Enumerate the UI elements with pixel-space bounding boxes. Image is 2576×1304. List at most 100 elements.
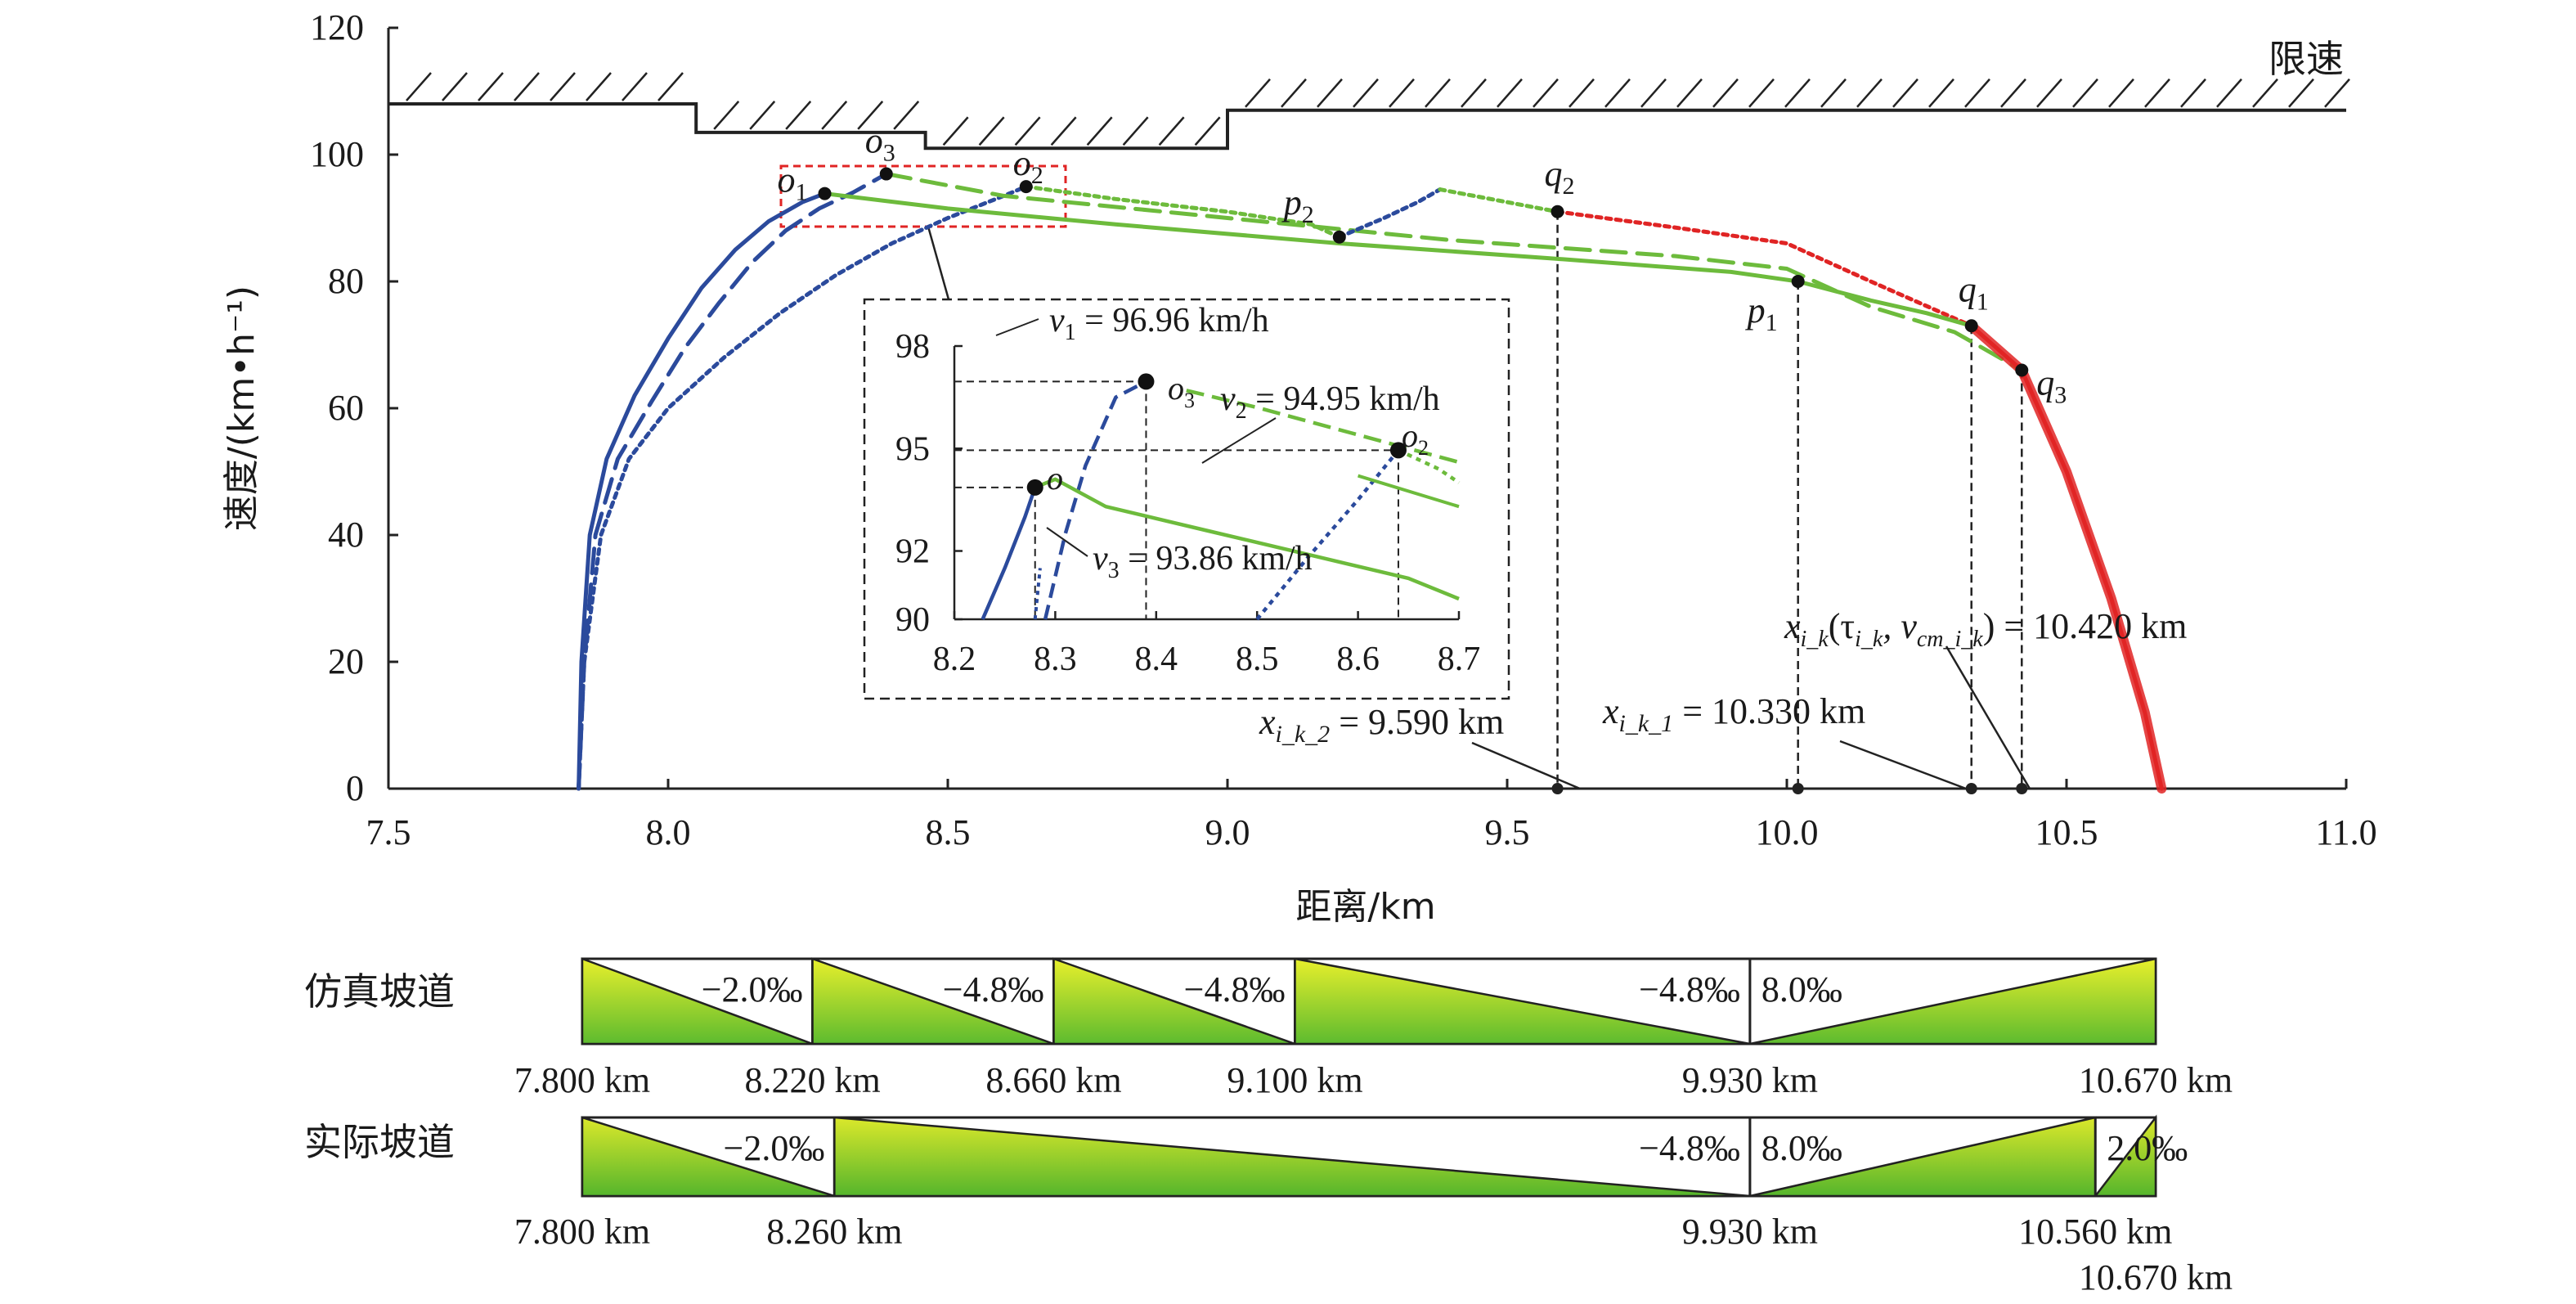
speed-limit-hatch (1317, 78, 1343, 108)
inset-y-tick-label: 98 (895, 328, 930, 366)
real-grade-label: 实际坡道 (304, 1120, 455, 1164)
inset-v2-label: v2 = 94.95 km/h (1220, 380, 1440, 424)
point-o1 (818, 187, 832, 200)
point-label-o1: o1 (778, 160, 808, 206)
speed-limit-hatch (1604, 78, 1631, 108)
grade-segment-fill (833, 1116, 1751, 1198)
xk2-text: xi_k_2 = 9.590 km (1259, 702, 1504, 748)
speed-limit-hatch (1389, 78, 1415, 108)
point-p1 (1791, 275, 1805, 288)
xk-text: xi_k(τi_k, vcm_i_k) = 10.420 km (1784, 606, 2187, 652)
speed-limit-hatch (1712, 78, 1739, 108)
inset-curve-3-cruise (1186, 389, 1460, 465)
real-km-label: 8.260 km (766, 1212, 902, 1252)
inset-x-tick-label: 8.5 (1236, 641, 1279, 678)
speed-limit-hatch (1245, 78, 1271, 108)
inset-point (1138, 373, 1155, 390)
x-tick-label: 10.0 (1756, 812, 1819, 852)
point-o2 (1019, 180, 1033, 194)
speed-limit-label: 限速 (2269, 37, 2344, 81)
point-q3 (2015, 363, 2029, 377)
y-tick-label: 20 (328, 641, 364, 681)
grade-segment-fill (581, 957, 813, 1045)
speed-limit-hatch (893, 101, 920, 130)
speed-limit-hatch (821, 101, 848, 130)
speed-limit-line (388, 72, 2350, 151)
speed-limit-hatch (1533, 78, 1559, 108)
inset-curve-1-accel (981, 487, 1037, 620)
xk1-annotation: xi_k_1 = 10.330 km (1602, 691, 1967, 790)
xk2-leader (1471, 741, 1581, 790)
inset-curve-2-accel (1255, 448, 1400, 621)
speed-limit-hatch (2108, 78, 2134, 108)
speed-limit-hatch (857, 101, 884, 130)
xk-leader (1945, 645, 2031, 789)
speed-limit-hatch (2144, 78, 2170, 108)
x-axis-label: 距离/km (1295, 886, 1435, 928)
inset-x-tick-label: 8.2 (933, 641, 976, 678)
point-q2 (1551, 205, 1564, 218)
inset-source-box (779, 164, 1067, 228)
point-markers (818, 167, 2029, 377)
point-labels: o1 o3 o2 p2 q2 p1 q1 q3 (778, 121, 2067, 409)
sim-km-label: 7.800 km (514, 1060, 650, 1100)
series-curve-3-accel (577, 172, 889, 791)
speed-limit-hatch (1497, 78, 1523, 108)
speed-limit-hatch (1461, 78, 1487, 108)
y-tick-label: 0 (346, 768, 364, 808)
speed-limit-hatch (406, 72, 432, 101)
speed-limit-hatch (442, 72, 468, 101)
y-tick-label: 60 (328, 388, 364, 428)
speed-limit-hatch (1281, 78, 1307, 108)
speed-limit-hatch (1748, 78, 1775, 108)
series-curve-1-coast (1796, 279, 1974, 328)
speed-limit-hatch (1353, 78, 1379, 108)
grade-value: −2.0‰ (724, 1128, 825, 1168)
point-o3 (879, 167, 893, 181)
speed-limit-hatch (1820, 78, 1847, 108)
speed-limit-hatch (622, 72, 648, 101)
grade-value: −4.8‰ (1184, 969, 1286, 1009)
real-km-labels: 7.800 km 8.260 km 9.930 km 10.560 km 10.670 … (514, 1212, 2233, 1297)
speed-limit-hatch (942, 116, 969, 146)
speed-limit-hatch (2324, 78, 2350, 108)
xk1-text: xi_k_1 = 10.330 km (1602, 691, 1865, 737)
series-curve-2-coast (1438, 187, 1560, 214)
grade-value: −2.0‰ (702, 969, 803, 1009)
y-tick-label: 120 (310, 7, 364, 47)
xk2-annotation: xi_k_2 = 9.590 km (1259, 702, 1581, 790)
grade-value: −4.8‰ (943, 969, 1044, 1009)
inset-point (1026, 479, 1043, 496)
inset-curve-2-accel-a (1033, 568, 1042, 620)
inset-y-tick-label: 90 (895, 601, 930, 639)
point-label-p1: p1 (1745, 290, 1778, 336)
sim-km-label: 9.930 km (1682, 1060, 1818, 1100)
inset-o3-label: o3 (1168, 370, 1195, 412)
speed-limit-hatch (1892, 78, 1919, 108)
sim-grade-label: 仿真坡道 (304, 969, 455, 1014)
speed-limit-hatch (1928, 78, 1954, 108)
grade-value: 2.0‰ (2107, 1128, 2188, 1168)
point-label-q3: q3 (2036, 363, 2067, 409)
series-curve-1-accel (577, 191, 827, 791)
grade-value: 8.0‰ (1761, 1128, 1842, 1168)
sim-grade-bar: −2.0‰ −4.8‰ −4.8‰ −4.8‰ 8.0‰ (581, 957, 2157, 1045)
series-group (577, 172, 2167, 794)
y-ticks: 0 20 40 60 80 100 120 (310, 7, 398, 808)
real-grade-bar: −2.0‰ −4.8‰ 8.0‰ 2.0‰ (581, 1114, 2188, 1198)
xk-annotation: xi_k(τi_k, vcm_i_k) = 10.420 km (1784, 606, 2187, 789)
grade-segment-fill (811, 957, 1054, 1045)
drop-line-foot (1551, 783, 1564, 794)
x-tick-label: 9.0 (1205, 812, 1250, 852)
inset-curve-extra (1358, 474, 1460, 509)
inset-o-label: o (1047, 460, 1063, 497)
point-label-q2: q2 (1545, 154, 1575, 200)
inset-point (1389, 442, 1407, 459)
inset-x-tick-label: 8.6 (1336, 641, 1380, 678)
x-tick-label: 8.5 (926, 812, 971, 852)
y-tick-label: 80 (328, 261, 364, 301)
speed-limit-hatch (1568, 78, 1595, 108)
speed-limit-hatch (1964, 78, 1990, 108)
speed-limit-hatch (749, 101, 776, 130)
